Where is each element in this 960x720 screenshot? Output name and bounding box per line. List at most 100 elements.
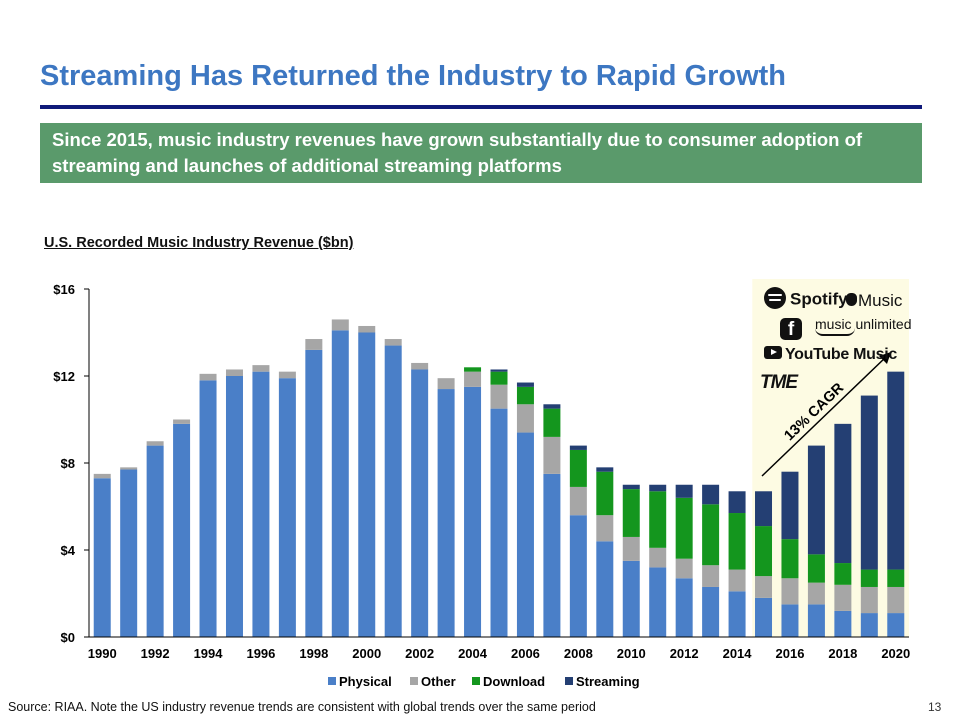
bar-other-2008: [569, 486, 587, 516]
bar-other-2007: [543, 436, 561, 474]
bar-physical-1995: [225, 376, 243, 637]
spotify-logo: Spotify: [764, 287, 848, 311]
bar-streaming-2017: [807, 445, 825, 555]
bar-other-1997: [278, 371, 296, 379]
bar-other-1990: [93, 473, 111, 479]
amazon-music-label: music unlimited: [815, 316, 912, 332]
x-tick-label: 1992: [141, 646, 170, 661]
x-tick-label: 2020: [881, 646, 910, 661]
bar-physical-2008: [569, 515, 587, 637]
x-tick-label: 2002: [405, 646, 434, 661]
bar-streaming-2008: [569, 445, 587, 450]
bar-download-2006: [516, 386, 534, 405]
bar-other-1995: [225, 369, 243, 376]
apple-music-logo: Music: [846, 291, 902, 311]
bar-physical-2018: [834, 610, 852, 637]
amazon-smile-icon: [815, 328, 855, 336]
bar-download-2012: [675, 497, 693, 559]
bar-physical-2002: [411, 369, 429, 637]
bar-other-1998: [305, 339, 323, 350]
bar-other-2012: [675, 558, 693, 579]
bar-download-2013: [702, 504, 720, 566]
bar-physical-2016: [781, 604, 799, 637]
bar-other-2018: [834, 584, 852, 611]
title-divider: [40, 105, 922, 109]
x-tick-label: 2006: [511, 646, 540, 661]
bar-other-1996: [252, 365, 270, 372]
bar-other-2015: [755, 576, 773, 598]
bar-other-1992: [146, 441, 164, 446]
legend-swatch-other: [410, 677, 418, 685]
x-tick-label: 2000: [352, 646, 381, 661]
x-tick-label: 2010: [617, 646, 646, 661]
bar-physical-2020: [887, 613, 905, 637]
bar-other-2003: [437, 378, 455, 390]
bar-physical-2012: [675, 578, 693, 637]
summary-banner: Since 2015, music industry revenues have…: [40, 123, 922, 183]
bar-streaming-2009: [596, 467, 614, 472]
bar-download-2008: [569, 449, 587, 487]
legend-label-physical: Physical: [339, 674, 392, 689]
bar-physical-2017: [807, 604, 825, 637]
bar-physical-2014: [728, 591, 746, 637]
bar-streaming-2005: [490, 369, 508, 372]
bar-physical-1996: [252, 371, 270, 637]
legend-swatch-physical: [328, 677, 336, 685]
bar-streaming-2014: [728, 491, 746, 514]
legend-swatch-download: [472, 677, 480, 685]
bar-other-1991: [120, 467, 138, 470]
bar-physical-1994: [199, 380, 217, 637]
bar-other-2013: [702, 565, 720, 587]
bar-other-1999: [331, 319, 349, 331]
bar-physical-2003: [437, 389, 455, 637]
tme-logo: TME: [760, 372, 798, 393]
legend-swatch-streaming: [565, 677, 573, 685]
bar-other-2009: [596, 515, 614, 542]
cagr-arrow-line: [761, 355, 888, 477]
x-tick-label: 1998: [299, 646, 328, 661]
bar-physical-1993: [173, 423, 191, 637]
bar-download-2004: [464, 367, 482, 372]
bar-download-2014: [728, 513, 746, 570]
bar-other-2010: [622, 536, 640, 561]
y-tick-label: $8: [61, 456, 75, 471]
bar-other-2004: [464, 371, 482, 387]
bar-streaming-2010: [622, 484, 640, 490]
bar-physical-2007: [543, 473, 561, 637]
x-tick-label: 2018: [828, 646, 857, 661]
x-tick-label: 2014: [723, 646, 753, 661]
bar-download-2016: [781, 539, 799, 579]
bar-download-2019: [860, 569, 878, 587]
bar-streaming-2011: [649, 484, 667, 492]
bar-download-2011: [649, 491, 667, 548]
bar-physical-1999: [331, 330, 349, 637]
bar-physical-1998: [305, 349, 323, 637]
bar-other-2020: [887, 586, 905, 614]
bar-other-2001: [384, 339, 402, 346]
bar-other-2006: [516, 404, 534, 433]
bars-group: [93, 319, 905, 637]
bar-other-2011: [649, 547, 667, 568]
bar-download-2015: [755, 526, 773, 577]
bar-other-2014: [728, 569, 746, 592]
bar-other-2017: [807, 582, 825, 605]
apple-music-label: Music: [858, 291, 903, 310]
apple-icon: [846, 293, 857, 307]
x-tick-label: 2008: [564, 646, 593, 661]
streaming-era-highlight: [752, 279, 909, 637]
youtube-music-label: YouTube Music: [785, 346, 897, 363]
page-number: 13: [928, 700, 942, 714]
youtube-music-logo: YouTube Music: [764, 346, 897, 364]
x-tick-label: 1994: [194, 646, 224, 661]
bar-other-2016: [781, 578, 799, 605]
bar-streaming-2013: [702, 484, 720, 505]
legend-group: Physical Other Download Streaming: [328, 674, 640, 689]
bar-physical-2009: [596, 541, 614, 637]
bar-physical-1991: [120, 469, 138, 637]
bar-physical-1997: [278, 378, 296, 637]
bar-streaming-2012: [675, 484, 693, 498]
bar-download-2007: [543, 408, 561, 437]
bar-streaming-2020: [887, 371, 905, 570]
bar-other-2019: [860, 586, 878, 614]
